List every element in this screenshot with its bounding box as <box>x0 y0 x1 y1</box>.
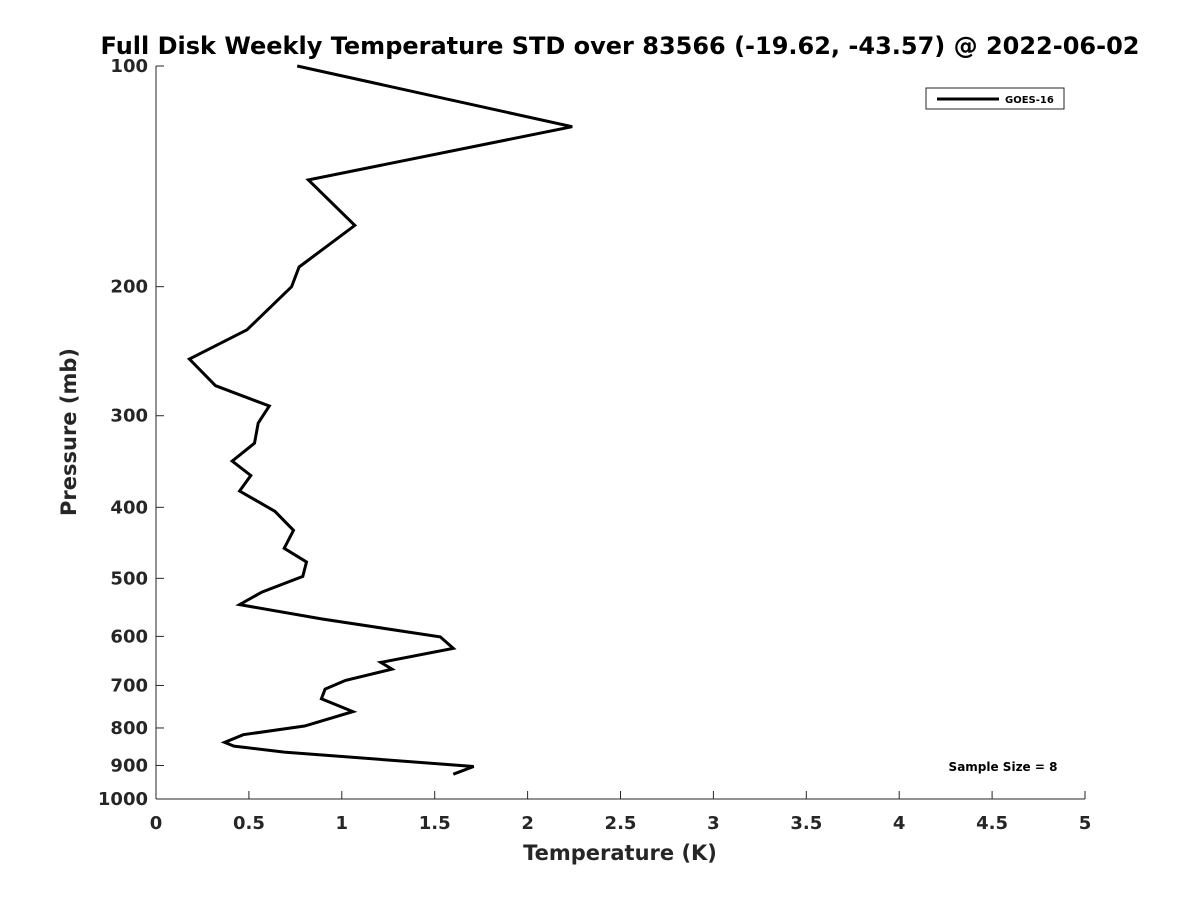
y-tick-label: 500 <box>110 568 148 589</box>
y-tick-label: 300 <box>110 406 148 427</box>
legend-label-goes-16: GOES-16 <box>1005 95 1054 106</box>
y-tick-label: 600 <box>110 626 148 647</box>
x-tick-label: 4.5 <box>976 813 1008 834</box>
y-tick-label: 200 <box>110 277 148 298</box>
x-tick-label: 0 <box>150 813 163 834</box>
x-tick-label: 3.5 <box>790 813 822 834</box>
y-tick-label: 800 <box>110 718 148 739</box>
x-ticks: 0 0.5 1 1.5 2 2.5 3 3.5 4 4.5 5 <box>150 791 1092 834</box>
sample-size-annotation: Sample Size = 8 <box>949 760 1058 774</box>
x-axis-label: Temperature (K) <box>523 841 717 865</box>
x-tick-label: 1 <box>336 813 349 834</box>
x-tick-label: 5 <box>1079 813 1092 834</box>
y-tick-label: 100 <box>110 56 148 77</box>
y-tick-label: 900 <box>110 755 148 776</box>
axes <box>155 66 1085 800</box>
series-layer <box>186 64 573 776</box>
x-tick-label: 0.5 <box>233 813 265 834</box>
x-tick-label: 2.5 <box>605 813 637 834</box>
y-tick-label: 400 <box>110 497 148 518</box>
series-line-goes-16 <box>186 64 573 776</box>
y-tick-label: 700 <box>110 675 148 696</box>
legend: GOES-16 <box>925 87 1065 110</box>
x-tick-label: 1.5 <box>419 813 451 834</box>
y-ticks: 100 200 300 400 500 600 700 800 900 1000 <box>98 56 164 810</box>
y-axis-label: Pressure (mb) <box>57 348 81 516</box>
chart-title: Full Disk Weekly Temperature STD over 83… <box>101 32 1140 60</box>
x-tick-label: 2 <box>521 813 534 834</box>
x-tick-label: 4 <box>893 813 906 834</box>
y-tick-label: 1000 <box>98 789 148 810</box>
x-tick-label: 3 <box>707 813 720 834</box>
